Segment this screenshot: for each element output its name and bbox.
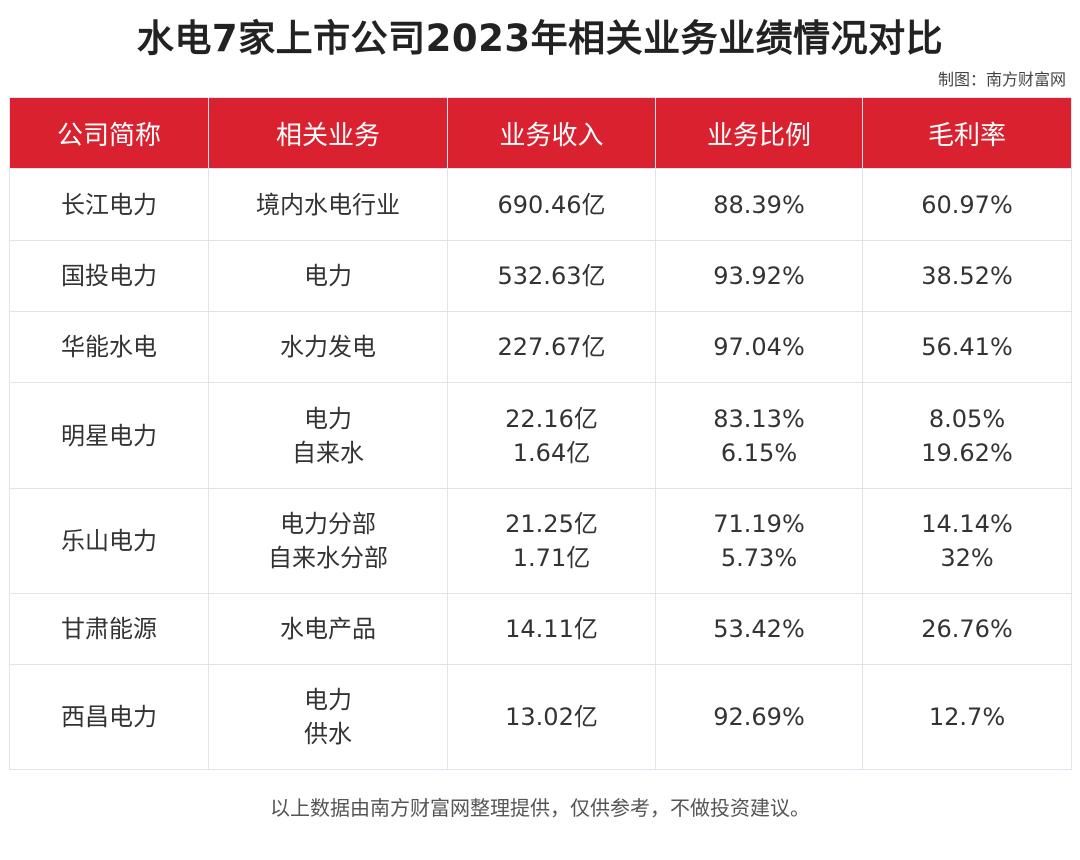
- comparison-table: 公司简称 相关业务 业务收入 业务比例 毛利率 长江电力 境内水电行业 690.46亿 88.…: [9, 97, 1072, 770]
- cell-line: 境内水电行业: [256, 190, 400, 219]
- cell-business: 水电产品: [208, 593, 448, 665]
- cell-business: 水力发电: [208, 311, 448, 383]
- cell-margin: 56.41%: [862, 311, 1072, 383]
- cell-margin: 8.05% 19.62%: [862, 382, 1072, 489]
- column-header: 业务收入: [447, 97, 656, 169]
- column-header: 公司简称: [9, 97, 209, 169]
- cell-business: 境内水电行业: [208, 168, 448, 241]
- cell-ratio: 88.39%: [655, 168, 863, 241]
- cell-line: 5.73%: [720, 544, 798, 572]
- cell-company: 明星电力: [9, 382, 209, 489]
- cell-revenue: 22.16亿 1.64亿: [447, 382, 656, 489]
- cell-line: 12.7%: [928, 703, 1006, 731]
- cell-line: 6.15%: [720, 438, 798, 467]
- table-row: 明星电力 电力 自来水 22.16亿 1.64亿 83.13% 6.15% 8.05% 19.6…: [9, 382, 1072, 489]
- cell-line: 8.05%: [928, 404, 1006, 433]
- cell-business: 电力分部 自来水分部: [208, 488, 448, 594]
- cell-line: 97.04%: [713, 333, 805, 361]
- page-title: 水电7家上市公司2023年相关业务业绩情况对比: [136, 17, 944, 60]
- table-row: 国投电力 电力 532.63亿 93.92% 38.52%: [9, 240, 1072, 312]
- table-row: 西昌电力 电力 供水 13.02亿 92.69% 12.7%: [9, 664, 1072, 770]
- cell-line: 22.16亿: [505, 404, 598, 433]
- cell-line: 53.42%: [713, 615, 805, 643]
- cell-line: 电力: [304, 404, 352, 433]
- cell-margin: 60.97%: [862, 168, 1072, 241]
- source-credit: 制图：南方财富网: [937, 70, 1066, 89]
- cell-company: 长江电力: [9, 168, 209, 241]
- cell-company: 国投电力: [9, 240, 209, 312]
- cell-line: 14.14%: [921, 510, 1013, 538]
- cell-line: 1.64亿: [512, 438, 591, 467]
- cell-line: 水电产品: [280, 615, 376, 643]
- cell-line: 71.19%: [713, 510, 805, 538]
- cell-ratio: 92.69%: [655, 664, 863, 770]
- cell-line: 14.11亿: [505, 615, 598, 643]
- cell-line: 电力: [304, 686, 352, 714]
- cell-company: 甘肃能源: [9, 593, 209, 665]
- cell-line: 供水: [304, 720, 352, 748]
- cell-line: 电力: [304, 262, 352, 290]
- cell-margin: 14.14% 32%: [862, 488, 1072, 594]
- cell-line: 26.76%: [921, 615, 1013, 643]
- cell-revenue: 13.02亿: [447, 664, 656, 770]
- column-header: 相关业务: [208, 97, 448, 169]
- table-row: 华能水电 水力发电 227.67亿 97.04% 56.41%: [9, 311, 1072, 383]
- cell-line: 自来水: [292, 438, 364, 467]
- cell-line: 21.25亿: [505, 510, 598, 538]
- cell-line: 92.69%: [713, 703, 805, 731]
- cell-margin: 26.76%: [862, 593, 1072, 665]
- cell-line: 电力分部: [280, 510, 376, 538]
- table-row: 长江电力 境内水电行业 690.46亿 88.39% 60.97%: [9, 168, 1072, 241]
- cell-ratio: 83.13% 6.15%: [655, 382, 863, 489]
- cell-ratio: 53.42%: [655, 593, 863, 665]
- cell-revenue: 532.63亿: [447, 240, 656, 312]
- column-header: 毛利率: [862, 97, 1072, 169]
- cell-business: 电力: [208, 240, 448, 312]
- cell-line: 93.92%: [713, 262, 805, 290]
- cell-line: 32%: [940, 544, 994, 572]
- cell-company: 乐山电力: [9, 488, 209, 594]
- cell-revenue: 21.25亿 1.71亿: [447, 488, 656, 594]
- cell-company: 华能水电: [9, 311, 209, 383]
- cell-line: 83.13%: [713, 404, 805, 433]
- table-row: 甘肃能源 水电产品 14.11亿 53.42% 26.76%: [9, 593, 1072, 665]
- cell-line: 88.39%: [713, 190, 805, 219]
- column-header: 业务比例: [655, 97, 863, 169]
- cell-line: 13.02亿: [505, 703, 598, 731]
- cell-line: 1.71亿: [512, 544, 591, 572]
- cell-business: 电力 供水: [208, 664, 448, 770]
- cell-line: 60.97%: [921, 190, 1013, 219]
- cell-company: 西昌电力: [9, 664, 209, 770]
- cell-line: 19.62%: [921, 438, 1013, 467]
- cell-business: 电力 自来水: [208, 382, 448, 489]
- cell-line: 自来水分部: [268, 544, 388, 572]
- cell-ratio: 71.19% 5.73%: [655, 488, 863, 594]
- header-row: 公司简称 相关业务 业务收入 业务比例 毛利率: [9, 97, 1072, 169]
- cell-revenue: 14.11亿: [447, 593, 656, 665]
- cell-margin: 38.52%: [862, 240, 1072, 312]
- cell-ratio: 93.92%: [655, 240, 863, 312]
- cell-ratio: 97.04%: [655, 311, 863, 383]
- cell-margin: 12.7%: [862, 664, 1072, 770]
- cell-revenue: 690.46亿: [447, 168, 656, 241]
- cell-line: 227.67亿: [497, 333, 606, 361]
- table-row: 乐山电力 电力分部 自来水分部 21.25亿 1.71亿 71.19% 5.73% 14.14…: [9, 488, 1072, 594]
- disclaimer: 以上数据由南方财富网整理提供，仅供参考，不做投资建议。: [270, 796, 810, 820]
- cell-line: 水力发电: [280, 333, 376, 361]
- cell-revenue: 227.67亿: [447, 311, 656, 383]
- cell-line: 532.63亿: [497, 262, 606, 290]
- cell-line: 690.46亿: [497, 190, 606, 219]
- cell-line: 56.41%: [921, 333, 1013, 361]
- cell-line: 38.52%: [921, 262, 1013, 290]
